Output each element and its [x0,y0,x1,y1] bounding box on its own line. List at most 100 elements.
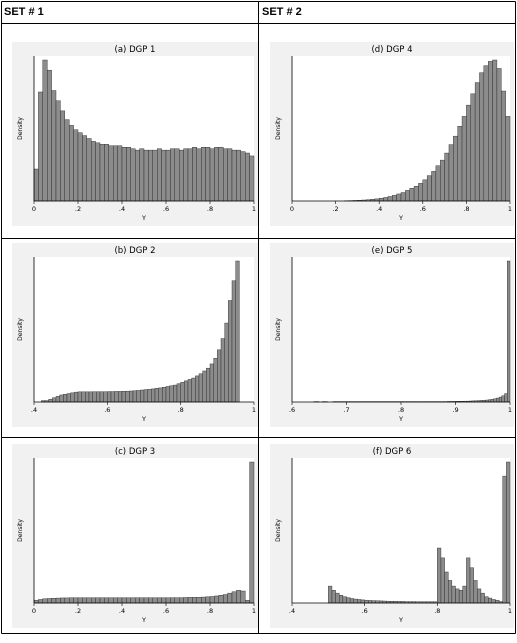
histogram-bar [38,92,42,201]
histogram-bar [449,145,453,201]
histogram-bar [148,389,152,402]
histogram-bar [414,186,418,201]
histogram-bar [463,586,467,603]
histogram-bar [131,598,135,603]
histogram-bar [479,73,483,201]
histogram-bar [65,120,69,201]
histogram-bar [388,196,392,201]
histogram-bar [214,358,218,402]
x-axis-label: Y [398,214,403,222]
histogram-bar [126,147,130,201]
histogram-bar [462,116,466,201]
plot-area [34,458,254,603]
x-tick-label: .2 [75,205,81,213]
histogram-bar [197,597,201,603]
histogram-bar [47,70,51,201]
histogram-bar [232,281,236,402]
histogram-bar [506,116,510,201]
histogram-bar [488,61,492,201]
histogram-bar [118,146,122,201]
histogram-bar [201,147,205,201]
histogram-bar [250,462,254,603]
histogram-bar [437,548,441,603]
x-tick-label: .8 [207,205,213,213]
histogram-bar [494,399,497,402]
histogram-bar [155,388,159,402]
histogram-bar [206,597,210,603]
x-axis-label: Y [398,415,403,423]
histogram-bar [210,149,214,201]
histogram-bar [219,595,223,603]
histogram-bar [69,598,73,603]
y-axis-label: Density [17,519,24,542]
histogram-bar [74,130,78,201]
histogram-bar [144,150,148,201]
histogram-bar [219,147,223,201]
histogram-bar [122,598,126,603]
histogram-bar [475,83,479,201]
histogram-bar [135,150,139,201]
histogram-bar [195,376,199,402]
x-tick-label: 0 [32,205,36,213]
histogram-bar [192,597,196,603]
histogram-bar [148,150,152,201]
histogram-bar [474,580,478,603]
histogram-bar [104,392,108,402]
histogram-bar [82,392,86,402]
histogram-bar [228,593,232,603]
x-tick-label: .6 [420,205,426,213]
histogram-bar [206,368,210,402]
histogram-bar [221,339,225,402]
histogram-bar [210,364,214,402]
histogram-bar [166,386,170,402]
histogram-bar [188,149,192,201]
histogram-bar [52,91,56,201]
x-tick-label: .2 [332,205,338,213]
histogram-bar [214,147,218,201]
histogram-bar [144,390,148,402]
histogram-bar [245,600,249,603]
histogram-bar [232,150,236,201]
histogram-bar [74,392,78,402]
histogram-bar [495,600,499,603]
y-axis-label: Density [17,117,24,140]
histogram-bar [236,590,240,603]
histogram-bar [501,91,505,201]
histogram-bar [63,394,67,402]
histogram-bar [107,392,111,402]
x-tick-label: .4 [376,205,382,213]
histogram-bar [122,391,126,402]
histogram-bar [485,597,489,603]
chart-title: (f) DGP 6 [373,447,412,457]
x-tick-label: 0 [32,607,36,615]
histogram-bar [493,60,497,201]
x-tick-label: .4 [119,205,125,213]
histogram-bar [423,180,427,201]
histogram-bar [223,595,227,603]
histogram-bar [459,590,463,603]
x-tick-label: .8 [398,406,404,414]
histogram-bar [82,598,86,603]
histogram-bar [241,591,245,603]
histogram-bar [445,153,449,201]
x-tick-label: .7 [343,406,349,414]
histogram-bar [109,146,113,201]
histogram-bar [140,149,144,201]
histogram-bar [96,598,100,603]
histogram-bar [153,150,157,201]
histogram-bar [175,598,179,603]
histogram-bar [148,598,152,603]
x-tick-label: .8 [434,607,440,615]
histogram-bar [445,572,449,603]
histogram-bar [505,394,508,402]
histogram-bar [197,149,201,201]
histogram-bar [405,190,409,201]
histogram-bar [43,599,47,603]
histogram-bar [49,399,53,402]
histogram-bar [427,176,431,201]
histogram-bar [104,144,108,201]
histogram-bar [236,261,240,402]
x-axis-label: Y [141,616,146,624]
histogram-bar [228,300,232,402]
histogram-dgp6: (f) DGP 6 Density .4 .6 .8 1 Y [270,444,514,628]
